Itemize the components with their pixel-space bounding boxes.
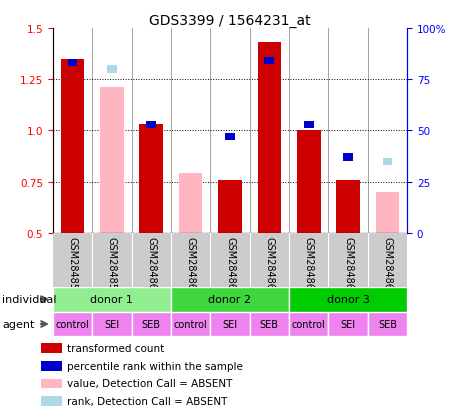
Text: SEI: SEI <box>222 319 237 329</box>
Bar <box>41 361 62 371</box>
Bar <box>288 287 406 312</box>
Bar <box>264 58 274 65</box>
Bar <box>224 134 235 141</box>
Bar <box>92 312 131 337</box>
Text: GSM284865: GSM284865 <box>342 236 353 295</box>
Bar <box>146 121 156 128</box>
Bar <box>139 125 163 233</box>
Bar <box>249 312 288 337</box>
Bar <box>296 131 320 233</box>
Bar <box>171 312 210 337</box>
Bar <box>131 312 171 337</box>
Text: donor 1: donor 1 <box>90 294 133 304</box>
Text: donor 2: donor 2 <box>208 294 251 304</box>
Text: control: control <box>291 319 325 329</box>
Bar <box>53 312 92 337</box>
Text: GSM284863: GSM284863 <box>264 236 274 295</box>
Title: GDS3399 / 1564231_at: GDS3399 / 1564231_at <box>149 14 310 28</box>
Text: percentile rank within the sample: percentile rank within the sample <box>67 361 242 370</box>
Bar <box>257 43 280 233</box>
Bar <box>171 287 288 312</box>
Text: rank, Detection Call = ABSENT: rank, Detection Call = ABSENT <box>67 396 227 406</box>
Text: control: control <box>56 319 89 329</box>
Bar <box>288 312 328 337</box>
Bar <box>100 88 123 233</box>
Bar <box>367 312 406 337</box>
Bar <box>328 312 367 337</box>
Text: control: control <box>174 319 207 329</box>
Text: GSM284858: GSM284858 <box>67 236 78 295</box>
Bar <box>342 154 352 161</box>
Text: SEI: SEI <box>340 319 355 329</box>
Bar <box>41 379 62 389</box>
Bar <box>53 287 171 312</box>
Bar <box>303 121 313 128</box>
Bar <box>61 59 84 233</box>
Text: donor 3: donor 3 <box>326 294 369 304</box>
Text: GSM284864: GSM284864 <box>303 236 313 295</box>
Bar <box>210 312 249 337</box>
Text: individual: individual <box>2 294 56 304</box>
Text: GSM284861: GSM284861 <box>185 236 195 295</box>
Text: GSM284866: GSM284866 <box>381 236 392 295</box>
Bar <box>41 344 62 354</box>
Bar <box>218 180 241 233</box>
Text: SEB: SEB <box>259 319 278 329</box>
Text: GSM284862: GSM284862 <box>224 236 235 295</box>
Text: transformed count: transformed count <box>67 343 163 353</box>
Text: GSM284859: GSM284859 <box>106 236 117 295</box>
Text: SEI: SEI <box>104 319 119 329</box>
Text: GSM284860: GSM284860 <box>146 236 156 295</box>
Bar <box>375 192 398 233</box>
Text: SEB: SEB <box>377 319 396 329</box>
Text: agent: agent <box>2 319 34 329</box>
Bar <box>336 180 359 233</box>
Bar <box>41 396 62 406</box>
Bar <box>382 158 392 165</box>
Bar <box>179 174 202 233</box>
Text: value, Detection Call = ABSENT: value, Detection Call = ABSENT <box>67 378 232 388</box>
Bar <box>67 60 77 67</box>
Bar <box>107 66 117 74</box>
Text: SEB: SEB <box>141 319 161 329</box>
